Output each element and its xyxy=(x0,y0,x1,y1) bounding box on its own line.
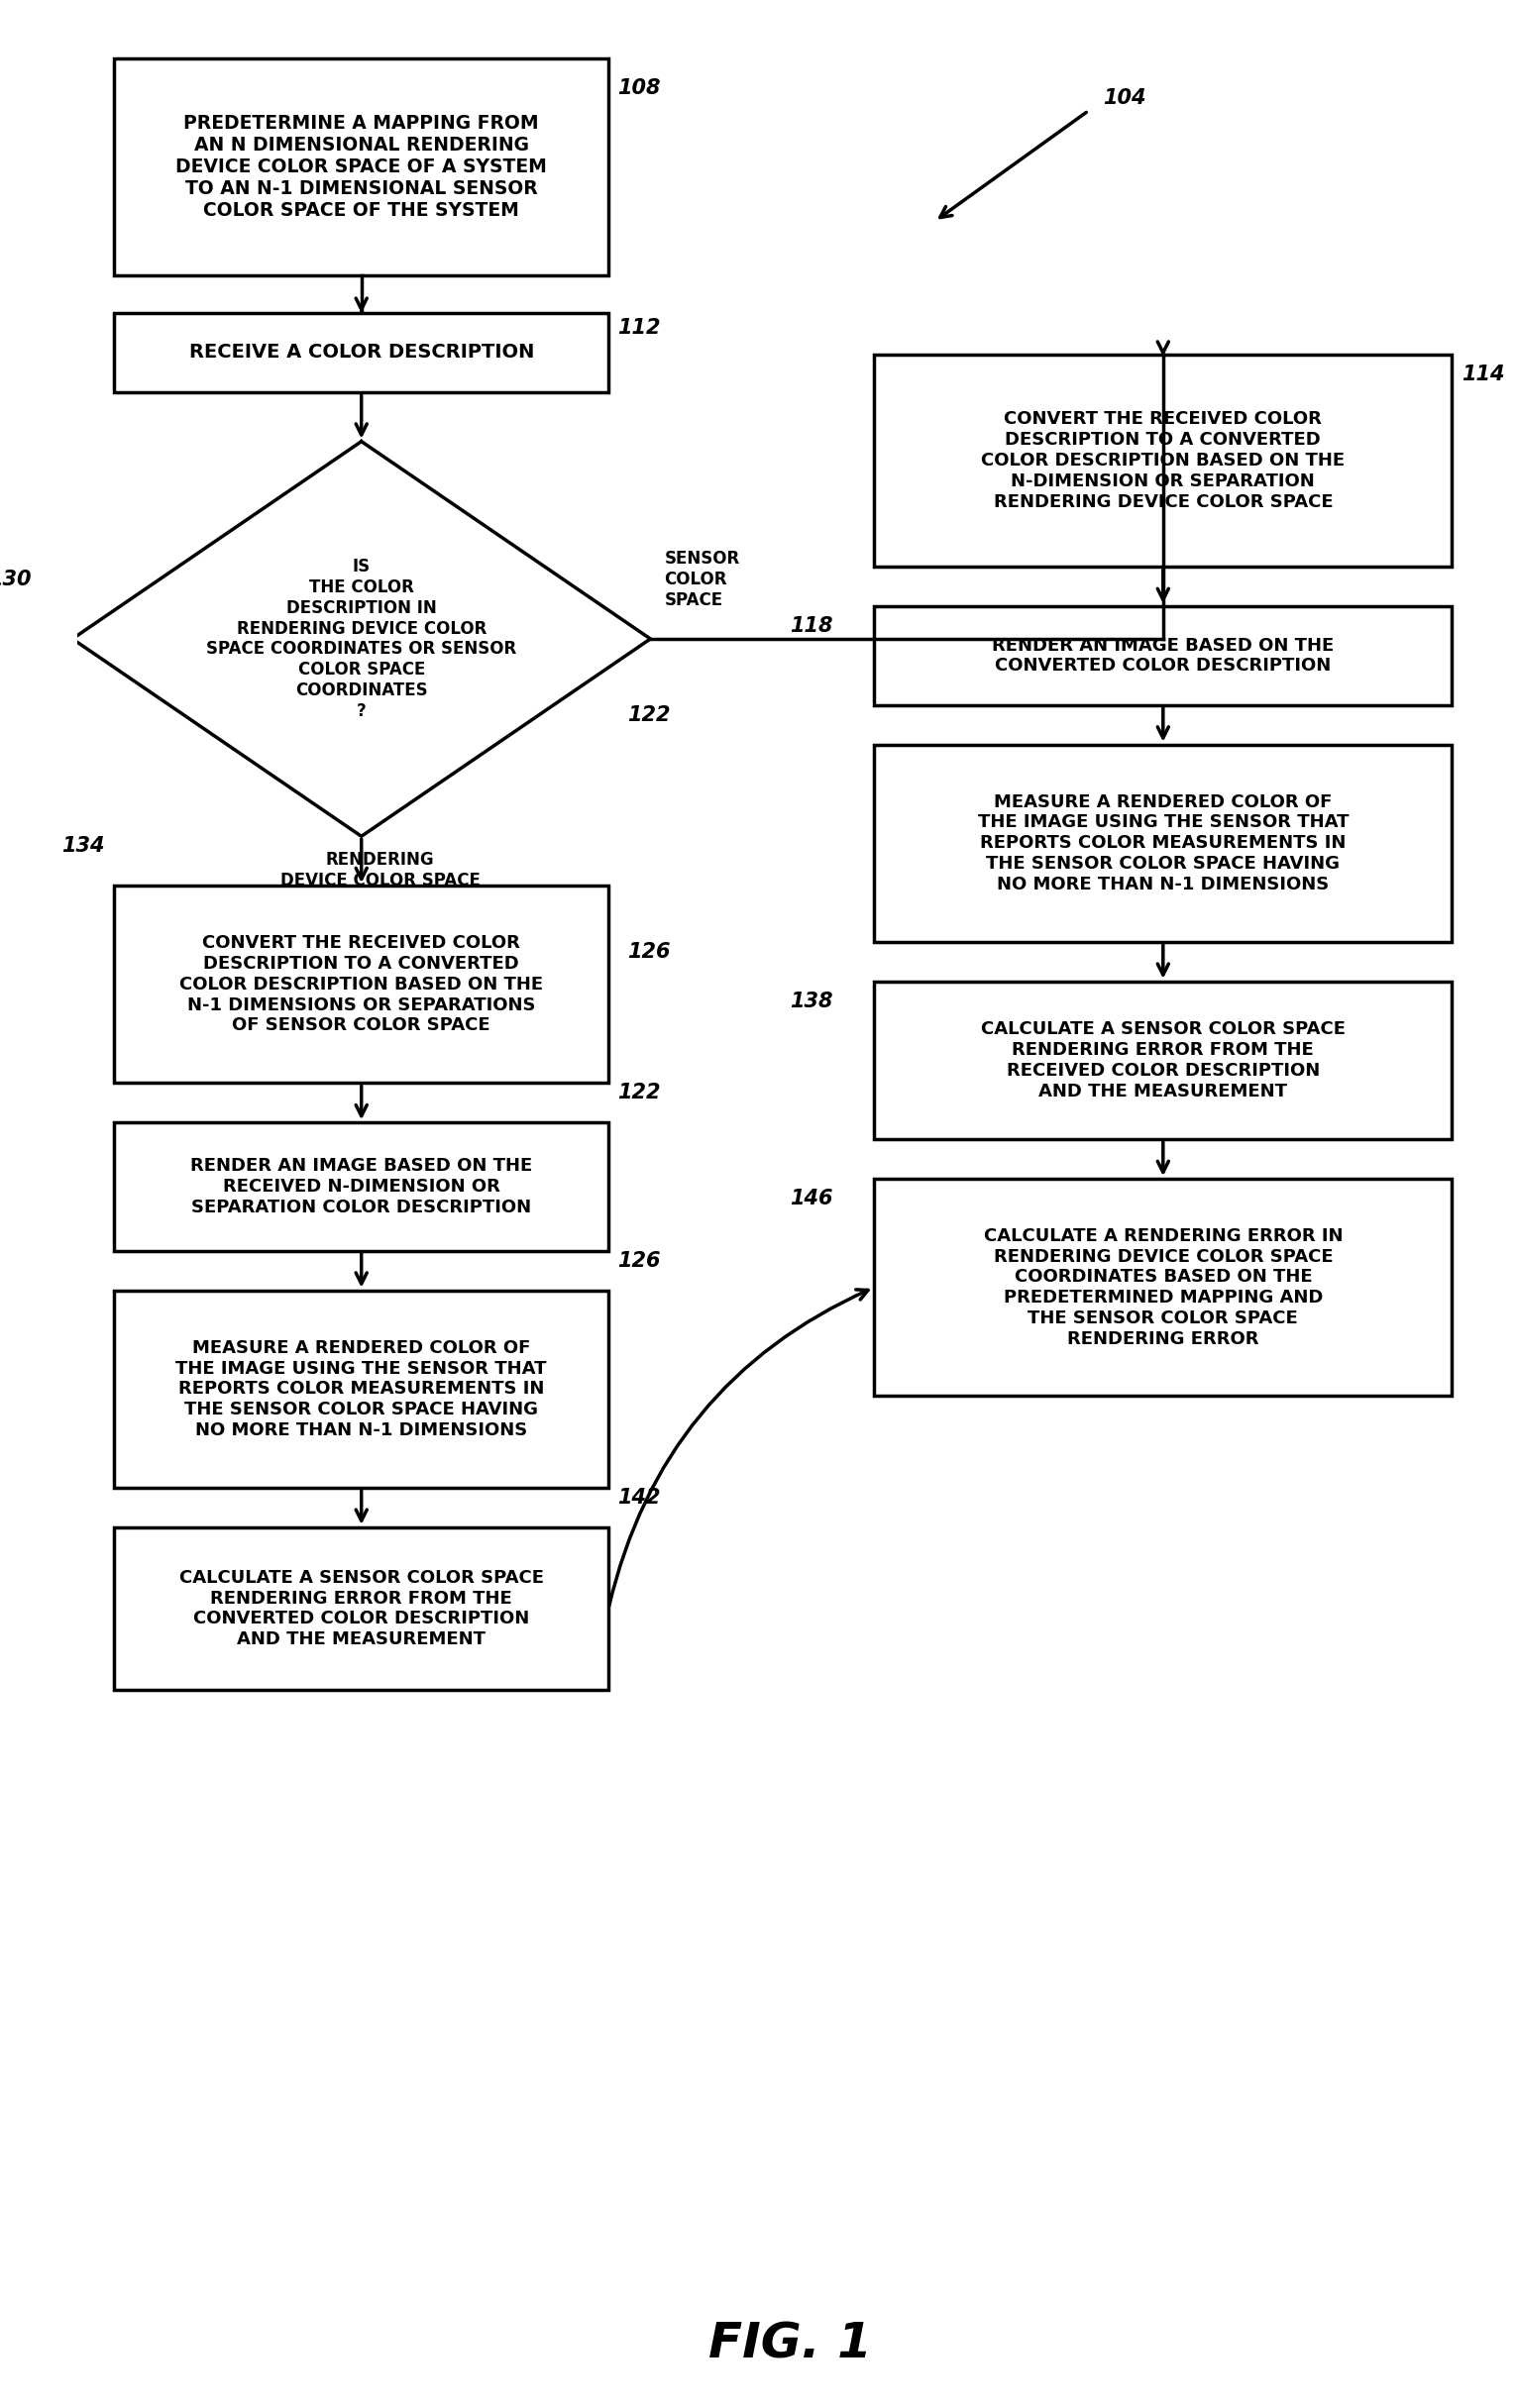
FancyBboxPatch shape xyxy=(114,58,608,275)
Text: CALCULATE A SENSOR COLOR SPACE
RENDERING ERROR FROM THE
CONVERTED COLOR DESCRIPT: CALCULATE A SENSOR COLOR SPACE RENDERING… xyxy=(179,1570,544,1649)
Text: 142: 142 xyxy=(617,1488,661,1507)
FancyBboxPatch shape xyxy=(114,1122,608,1250)
FancyBboxPatch shape xyxy=(114,886,608,1084)
FancyBboxPatch shape xyxy=(875,982,1452,1139)
Text: 112: 112 xyxy=(617,318,661,337)
Text: 122: 122 xyxy=(628,706,670,725)
Text: RENDER AN IMAGE BASED ON THE
RECEIVED N-DIMENSION OR
SEPARATION COLOR DESCRIPTIO: RENDER AN IMAGE BASED ON THE RECEIVED N-… xyxy=(191,1158,532,1216)
FancyBboxPatch shape xyxy=(875,354,1452,566)
Text: 108: 108 xyxy=(617,77,661,99)
Text: CONVERT THE RECEIVED COLOR
DESCRIPTION TO A CONVERTED
COLOR DESCRIPTION BASED ON: CONVERT THE RECEIVED COLOR DESCRIPTION T… xyxy=(981,409,1345,510)
Text: 126: 126 xyxy=(617,1250,661,1271)
Text: RECEIVE A COLOR DESCRIPTION: RECEIVE A COLOR DESCRIPTION xyxy=(190,344,534,361)
Text: CALCULATE A RENDERING ERROR IN
RENDERING DEVICE COLOR SPACE
COORDINATES BASED ON: CALCULATE A RENDERING ERROR IN RENDERING… xyxy=(984,1228,1343,1348)
Text: SENSOR
COLOR
SPACE: SENSOR COLOR SPACE xyxy=(664,549,740,609)
Text: 134: 134 xyxy=(62,836,105,857)
Text: IS
THE COLOR
DESCRIPTION IN
RENDERING DEVICE COLOR
SPACE COORDINATES OR SENSOR
C: IS THE COLOR DESCRIPTION IN RENDERING DE… xyxy=(206,559,517,720)
Text: 138: 138 xyxy=(790,992,834,1011)
Text: 146: 146 xyxy=(790,1190,834,1209)
Text: 130: 130 xyxy=(0,571,32,590)
FancyBboxPatch shape xyxy=(114,313,608,393)
Text: 122: 122 xyxy=(617,1084,661,1103)
Text: RENDER AN IMAGE BASED ON THE
CONVERTED COLOR DESCRIPTION: RENDER AN IMAGE BASED ON THE CONVERTED C… xyxy=(991,636,1334,674)
Text: RENDERING
DEVICE COLOR SPACE: RENDERING DEVICE COLOR SPACE xyxy=(280,850,481,889)
Text: 104: 104 xyxy=(1102,89,1146,108)
Polygon shape xyxy=(73,441,650,836)
Text: FIG. 1: FIG. 1 xyxy=(708,2319,872,2367)
Text: 114: 114 xyxy=(1461,364,1504,385)
Text: 118: 118 xyxy=(790,616,834,636)
Text: 126: 126 xyxy=(628,942,670,961)
Text: PREDETERMINE A MAPPING FROM
AN N DIMENSIONAL RENDERING
DEVICE COLOR SPACE OF A S: PREDETERMINE A MAPPING FROM AN N DIMENSI… xyxy=(176,113,547,219)
Text: MEASURE A RENDERED COLOR OF
THE IMAGE USING THE SENSOR THAT
REPORTS COLOR MEASUR: MEASURE A RENDERED COLOR OF THE IMAGE US… xyxy=(176,1339,547,1440)
Text: CONVERT THE RECEIVED COLOR
DESCRIPTION TO A CONVERTED
COLOR DESCRIPTION BASED ON: CONVERT THE RECEIVED COLOR DESCRIPTION T… xyxy=(179,934,543,1035)
Text: CALCULATE A SENSOR COLOR SPACE
RENDERING ERROR FROM THE
RECEIVED COLOR DESCRIPTI: CALCULATE A SENSOR COLOR SPACE RENDERING… xyxy=(981,1021,1345,1100)
FancyBboxPatch shape xyxy=(114,1291,608,1488)
FancyBboxPatch shape xyxy=(875,1180,1452,1397)
Text: MEASURE A RENDERED COLOR OF
THE IMAGE USING THE SENSOR THAT
REPORTS COLOR MEASUR: MEASURE A RENDERED COLOR OF THE IMAGE US… xyxy=(978,792,1349,893)
FancyBboxPatch shape xyxy=(114,1527,608,1690)
FancyBboxPatch shape xyxy=(875,744,1452,942)
FancyBboxPatch shape xyxy=(875,607,1452,706)
